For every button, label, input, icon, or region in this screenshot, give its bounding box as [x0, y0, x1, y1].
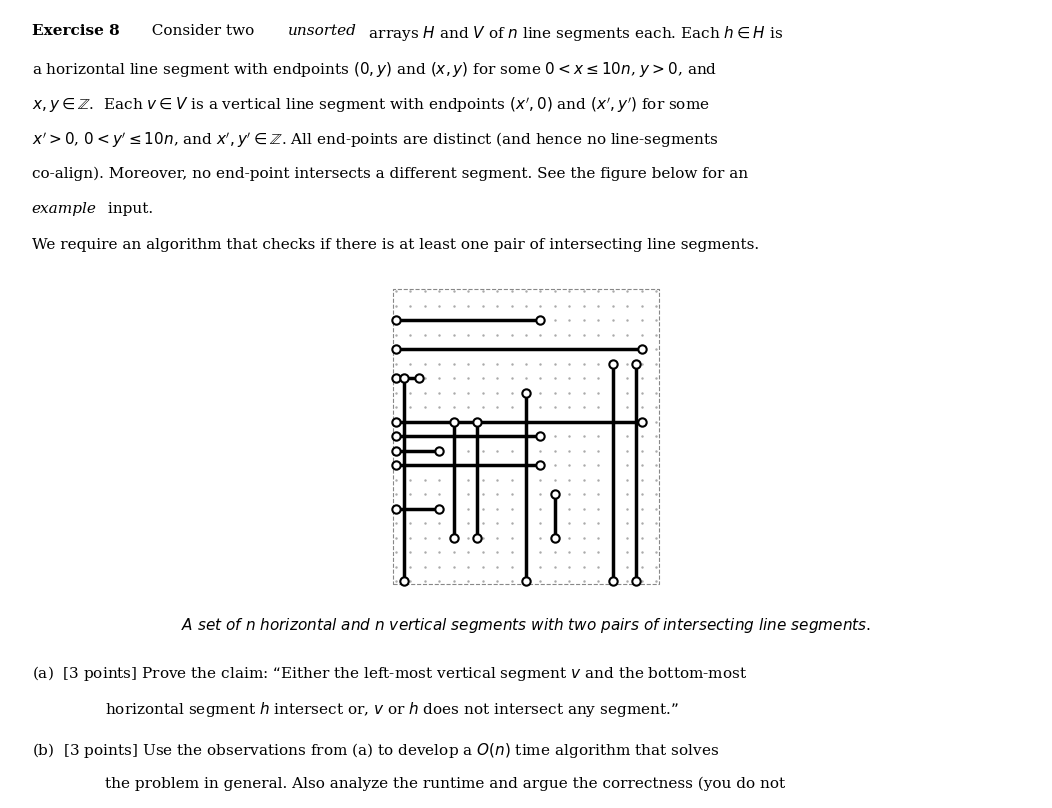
- Text: Consider two: Consider two: [142, 24, 259, 38]
- Text: $x, y \in \mathbb{Z}$.  Each $v \in V$ is a vertical line segment with endpoints: $x, y \in \mathbb{Z}$. Each $v \in V$ is…: [32, 95, 709, 115]
- Text: example: example: [32, 202, 97, 216]
- Text: arrays $H$ and $V$ of $n$ line segments each. Each $h \in H$ is: arrays $H$ and $V$ of $n$ line segments …: [364, 24, 783, 44]
- Text: co-align). Moreover, no end-point intersects a different segment. See the figure: co-align). Moreover, no end-point inters…: [32, 166, 748, 181]
- Text: $\mathit{A\ set\ of\ }$$n$$\mathit{\ horizontal\ and\ }$$n$$\mathit{\ vertical\ : $\mathit{A\ set\ of\ }$$n$$\mathit{\ hor…: [181, 616, 871, 635]
- Text: (a)  [3 points] Prove the claim: “Either the left-most vertical segment $v$ and : (a) [3 points] Prove the claim: “Either …: [32, 664, 747, 684]
- Text: We require an algorithm that checks if there is at least one pair of intersectin: We require an algorithm that checks if t…: [32, 238, 758, 251]
- Text: (b)  [3 points] Use the observations from (a) to develop a $O(n)$ time algorithm: (b) [3 points] Use the observations from…: [32, 741, 719, 760]
- Text: a horizontal line segment with endpoints $(0, y)$ and $(x, y)$ for some $0 < x \: a horizontal line segment with endpoints…: [32, 60, 716, 79]
- Text: input.: input.: [103, 202, 154, 216]
- Text: horizontal segment $h$ intersect or, $v$ or $h$ does not intersect any segment.”: horizontal segment $h$ intersect or, $v$…: [105, 700, 679, 719]
- Text: $x' > 0$, $0 < y' \leq 10n$, and $x', y' \in \mathbb{Z}$. All end-points are dis: $x' > 0$, $0 < y' \leq 10n$, and $x', y'…: [32, 131, 719, 150]
- Text: unsorted: unsorted: [288, 24, 357, 38]
- Text: Exercise 8: Exercise 8: [32, 24, 119, 38]
- Text: the problem in general. Also analyze the runtime and argue the correctness (you : the problem in general. Also analyze the…: [105, 776, 786, 790]
